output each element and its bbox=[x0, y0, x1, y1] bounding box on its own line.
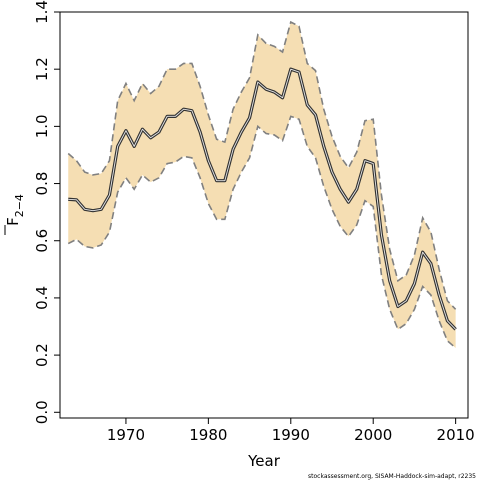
y-axis-title-main: F bbox=[4, 217, 22, 226]
x-axis: 1970 1980 1990 2000 2010 bbox=[107, 418, 475, 444]
lower-bound-line bbox=[67, 115, 457, 349]
y-tick-label: 1.4 bbox=[33, 0, 51, 24]
svg-text:F2−4: F2−4 bbox=[4, 194, 26, 226]
y-tick-label: 0.4 bbox=[33, 286, 51, 310]
y-tick-label: 0.2 bbox=[33, 343, 51, 367]
y-tick-label: 0.6 bbox=[33, 229, 51, 253]
x-axis-title: Year bbox=[247, 452, 281, 470]
x-tick-label: 1970 bbox=[107, 426, 145, 444]
x-tick-label: 1980 bbox=[189, 426, 227, 444]
y-tick-label: 1.2 bbox=[33, 57, 51, 81]
x-tick-label: 1990 bbox=[272, 426, 310, 444]
estimate-line-inner bbox=[68, 68, 456, 330]
y-tick-label: 1.0 bbox=[33, 114, 51, 138]
y-tick-label: 0.8 bbox=[33, 172, 51, 196]
y-axis-title: F2−4 bbox=[4, 194, 26, 226]
upper-bound-line bbox=[67, 20, 457, 310]
y-tick-label: 0.0 bbox=[33, 400, 51, 424]
confidence-band bbox=[68, 22, 456, 348]
plot-frame bbox=[59, 11, 469, 419]
y-axis-title-subscript: 2−4 bbox=[13, 194, 26, 217]
confidence-band-fill bbox=[68, 22, 456, 348]
source-note: stockassessment.org, SISAM-Haddock-sim-a… bbox=[308, 473, 476, 480]
x-tick-label: 2010 bbox=[437, 426, 475, 444]
x-tick-label: 2000 bbox=[354, 426, 392, 444]
y-axis: 0.0 0.2 0.4 0.6 0.8 1.0 1.2 1.4 bbox=[33, 0, 60, 424]
series-layer bbox=[67, 20, 457, 349]
